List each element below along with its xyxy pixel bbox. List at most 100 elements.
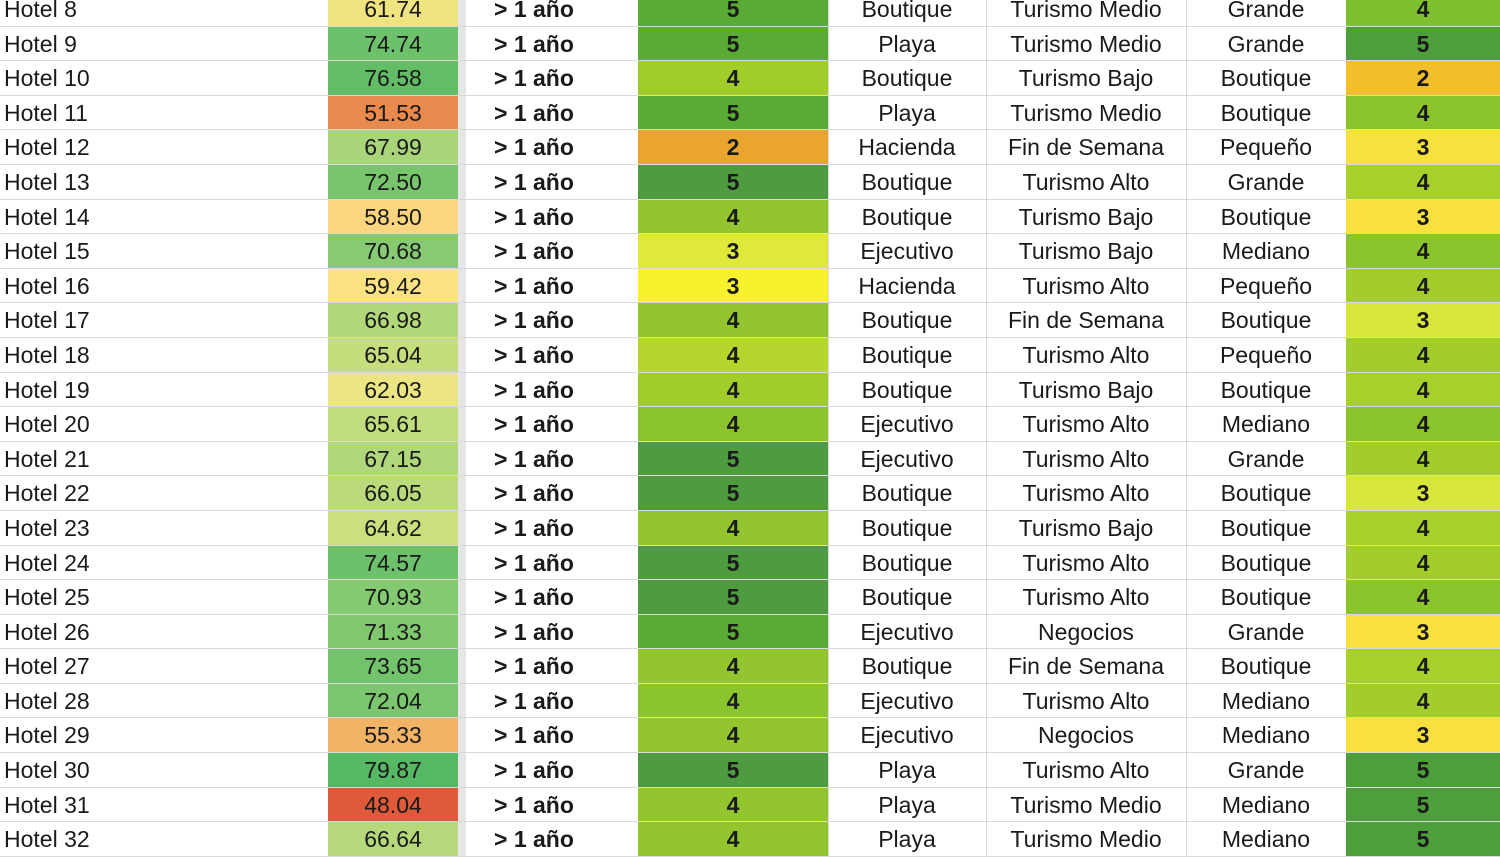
hotel-type-cell[interactable]: Boutique bbox=[861, 549, 953, 576]
hotel-type-cell[interactable]: Ejecutivo bbox=[860, 618, 954, 645]
hotel-name-cell[interactable]: Hotel 27 bbox=[4, 653, 90, 680]
size-cell[interactable]: Grande bbox=[1227, 30, 1305, 57]
rating-cell[interactable]: 3 bbox=[638, 234, 828, 269]
hotel-name-cell[interactable]: Hotel 26 bbox=[4, 618, 90, 645]
secondary-rating-cell[interactable]: 4 bbox=[1346, 234, 1500, 269]
segment-cell[interactable]: Turismo Bajo bbox=[1018, 238, 1154, 265]
score-cell[interactable]: 72.50 bbox=[328, 164, 458, 200]
column-gap[interactable] bbox=[458, 130, 466, 165]
tenure-cell[interactable]: > 1 año bbox=[494, 238, 574, 265]
tenure-cell[interactable]: > 1 año bbox=[494, 584, 574, 611]
hotel-name-cell[interactable]: Hotel 16 bbox=[4, 272, 90, 299]
segment-cell[interactable]: Turismo Alto bbox=[1022, 549, 1150, 576]
tenure-cell[interactable]: > 1 año bbox=[494, 480, 574, 507]
hotel-type-cell[interactable]: Playa bbox=[878, 757, 936, 784]
score-cell[interactable]: 70.68 bbox=[328, 234, 458, 269]
rating-cell[interactable]: 4 bbox=[638, 407, 828, 442]
size-cell[interactable]: Grande bbox=[1227, 168, 1305, 195]
score-cell[interactable]: 61.74 bbox=[328, 0, 458, 27]
score-cell[interactable]: 74.57 bbox=[328, 545, 458, 581]
secondary-rating-cell[interactable]: 5 bbox=[1346, 753, 1500, 788]
tenure-cell[interactable]: > 1 año bbox=[494, 168, 574, 195]
score-cell[interactable]: 67.15 bbox=[328, 441, 458, 477]
column-gap[interactable] bbox=[458, 234, 466, 269]
size-cell[interactable]: Boutique bbox=[1220, 65, 1312, 92]
score-cell[interactable]: 71.33 bbox=[328, 614, 458, 650]
tenure-cell[interactable]: > 1 año bbox=[494, 653, 574, 680]
size-cell[interactable]: Grande bbox=[1227, 757, 1305, 784]
column-gap[interactable] bbox=[458, 372, 466, 408]
rating-cell[interactable]: 4 bbox=[638, 337, 828, 373]
rating-cell[interactable]: 5 bbox=[638, 476, 828, 511]
secondary-rating-cell[interactable]: 4 bbox=[1346, 0, 1500, 27]
rating-cell[interactable]: 4 bbox=[638, 683, 828, 719]
secondary-rating-cell[interactable]: 2 bbox=[1346, 61, 1500, 96]
rating-cell[interactable]: 4 bbox=[638, 372, 828, 408]
size-cell[interactable]: Grande bbox=[1227, 0, 1305, 22]
tenure-cell[interactable]: > 1 año bbox=[494, 826, 574, 853]
secondary-rating-cell[interactable]: 4 bbox=[1346, 268, 1500, 304]
score-cell[interactable]: 65.04 bbox=[328, 337, 458, 373]
hotel-name-cell[interactable]: Hotel 15 bbox=[4, 238, 90, 265]
secondary-rating-cell[interactable]: 5 bbox=[1346, 822, 1500, 857]
tenure-cell[interactable]: > 1 año bbox=[494, 341, 574, 368]
size-cell[interactable]: Mediano bbox=[1221, 687, 1311, 714]
segment-cell[interactable]: Turismo Bajo bbox=[1018, 65, 1154, 92]
size-cell[interactable]: Pequeño bbox=[1219, 134, 1313, 161]
score-cell[interactable]: 62.03 bbox=[328, 372, 458, 408]
segment-cell[interactable]: Turismo Bajo bbox=[1018, 514, 1154, 541]
size-cell[interactable]: Boutique bbox=[1220, 653, 1312, 680]
secondary-rating-cell[interactable]: 4 bbox=[1346, 683, 1500, 719]
secondary-rating-cell[interactable]: 4 bbox=[1346, 164, 1500, 200]
rating-cell[interactable]: 5 bbox=[638, 753, 828, 788]
rating-cell[interactable]: 4 bbox=[638, 199, 828, 235]
size-cell[interactable]: Boutique bbox=[1220, 203, 1312, 230]
hotel-name-cell[interactable]: Hotel 18 bbox=[4, 341, 90, 368]
hotel-type-cell[interactable]: Boutique bbox=[861, 341, 953, 368]
hotel-name-cell[interactable]: Hotel 24 bbox=[4, 549, 90, 576]
column-gap[interactable] bbox=[458, 753, 466, 788]
tenure-cell[interactable]: > 1 año bbox=[494, 549, 574, 576]
segment-cell[interactable]: Turismo Medio bbox=[1010, 826, 1162, 853]
column-gap[interactable] bbox=[458, 718, 466, 754]
rating-cell[interactable]: 5 bbox=[638, 95, 828, 131]
segment-cell[interactable]: Fin de Semana bbox=[1008, 307, 1164, 334]
hotel-type-cell[interactable]: Boutique bbox=[861, 307, 953, 334]
rating-cell[interactable]: 4 bbox=[638, 649, 828, 684]
size-cell[interactable]: Mediano bbox=[1221, 238, 1311, 265]
tenure-cell[interactable]: > 1 año bbox=[494, 687, 574, 714]
segment-cell[interactable]: Fin de Semana bbox=[1008, 134, 1164, 161]
rating-cell[interactable]: 2 bbox=[638, 130, 828, 165]
segment-cell[interactable]: Turismo Bajo bbox=[1018, 376, 1154, 403]
size-cell[interactable]: Mediano bbox=[1221, 791, 1311, 818]
secondary-rating-cell[interactable]: 4 bbox=[1346, 372, 1500, 408]
rating-cell[interactable]: 4 bbox=[638, 61, 828, 96]
size-cell[interactable]: Mediano bbox=[1221, 411, 1311, 438]
hotel-name-cell[interactable]: Hotel 21 bbox=[4, 445, 90, 472]
hotel-name-cell[interactable]: Hotel 28 bbox=[4, 687, 90, 714]
column-gap[interactable] bbox=[458, 61, 466, 96]
rating-cell[interactable]: 4 bbox=[638, 303, 828, 338]
hotel-type-cell[interactable]: Playa bbox=[878, 826, 936, 853]
size-cell[interactable]: Boutique bbox=[1220, 99, 1312, 126]
rating-cell[interactable]: 5 bbox=[638, 580, 828, 615]
secondary-rating-cell[interactable]: 4 bbox=[1346, 649, 1500, 684]
rating-cell[interactable]: 5 bbox=[638, 164, 828, 200]
score-cell[interactable]: 66.05 bbox=[328, 476, 458, 511]
column-gap[interactable] bbox=[458, 337, 466, 373]
tenure-cell[interactable]: > 1 año bbox=[494, 411, 574, 438]
score-cell[interactable]: 72.04 bbox=[328, 683, 458, 719]
rating-cell[interactable]: 5 bbox=[638, 614, 828, 650]
hotel-name-cell[interactable]: Hotel 29 bbox=[4, 722, 90, 749]
column-gap[interactable] bbox=[458, 614, 466, 650]
size-cell[interactable]: Boutique bbox=[1220, 376, 1312, 403]
hotel-name-cell[interactable]: Hotel 11 bbox=[4, 99, 88, 126]
size-cell[interactable]: Mediano bbox=[1221, 722, 1311, 749]
column-gap[interactable] bbox=[458, 26, 466, 62]
column-gap[interactable] bbox=[458, 407, 466, 442]
size-cell[interactable]: Grande bbox=[1227, 618, 1305, 645]
hotel-name-cell[interactable]: Hotel 14 bbox=[4, 203, 90, 230]
size-cell[interactable]: Pequeño bbox=[1219, 341, 1313, 368]
secondary-rating-cell[interactable]: 4 bbox=[1346, 337, 1500, 373]
rating-cell[interactable]: 3 bbox=[638, 268, 828, 304]
